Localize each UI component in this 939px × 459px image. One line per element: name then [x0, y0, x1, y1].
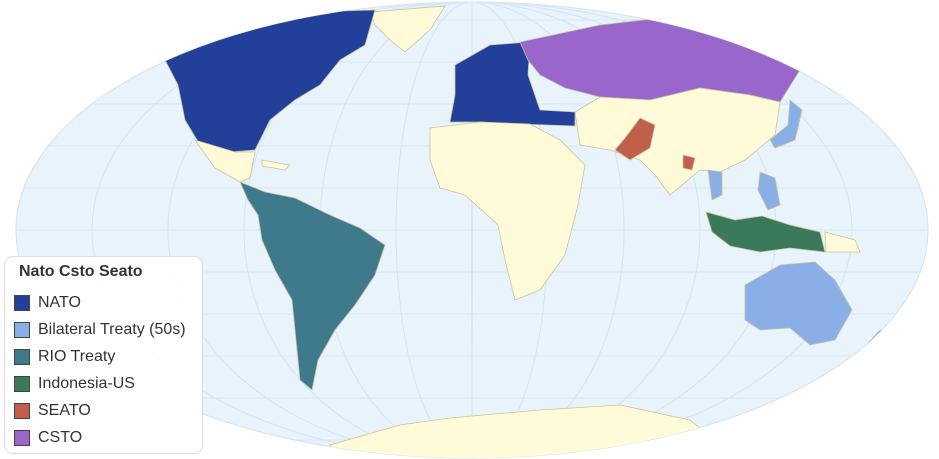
- legend-item[interactable]: RIO Treaty: [14, 343, 202, 370]
- legend-label: Indonesia-US: [38, 374, 135, 392]
- legend: Nato Csto Seato NATO Bilateral Treaty (50…: [4, 256, 203, 454]
- region-png[interactable]: [824, 231, 861, 253]
- region-japan-bilateral[interactable]: [769, 99, 803, 149]
- legend-item[interactable]: NATO: [14, 289, 202, 316]
- legend-swatch: [14, 348, 30, 365]
- region-chukotka-csto[interactable]: [127, 35, 153, 53]
- legend-swatch: [14, 294, 30, 311]
- legend-item[interactable]: Bilateral Treaty (50s): [14, 316, 202, 343]
- legend-item[interactable]: SEATO: [14, 397, 202, 424]
- region-thailand-bilateral[interactable]: [707, 169, 723, 201]
- region-mexico[interactable]: [193, 139, 256, 183]
- region-greenland[interactable]: [369, 5, 446, 53]
- legend-label: RIO Treaty: [38, 347, 116, 365]
- legend-swatch: [14, 402, 30, 419]
- legend-label: NATO: [38, 293, 81, 311]
- region-africa[interactable]: [429, 121, 586, 301]
- region-philippines-bilateral[interactable]: [757, 171, 781, 211]
- legend-swatch: [14, 429, 30, 446]
- region-cuba[interactable]: [261, 159, 291, 171]
- legend-swatch: [14, 375, 30, 392]
- region-australia-bilateral[interactable]: [744, 261, 853, 346]
- region-pakistan-seato[interactable]: [614, 117, 656, 161]
- legend-item[interactable]: Indonesia-US: [14, 370, 202, 397]
- region-indonesia-us[interactable]: [705, 211, 826, 253]
- legend-label: SEATO: [38, 401, 91, 419]
- legend-label: Bilateral Treaty (50s): [38, 320, 186, 338]
- legend-swatch: [14, 321, 30, 338]
- legend-item[interactable]: CSTO: [14, 424, 202, 451]
- legend-title: Nato Csto Seato: [19, 263, 143, 280]
- legend-label: CSTO: [38, 428, 83, 446]
- region-latin-america-rio[interactable]: [239, 181, 386, 391]
- region-bangladesh-seato[interactable]: [682, 154, 696, 171]
